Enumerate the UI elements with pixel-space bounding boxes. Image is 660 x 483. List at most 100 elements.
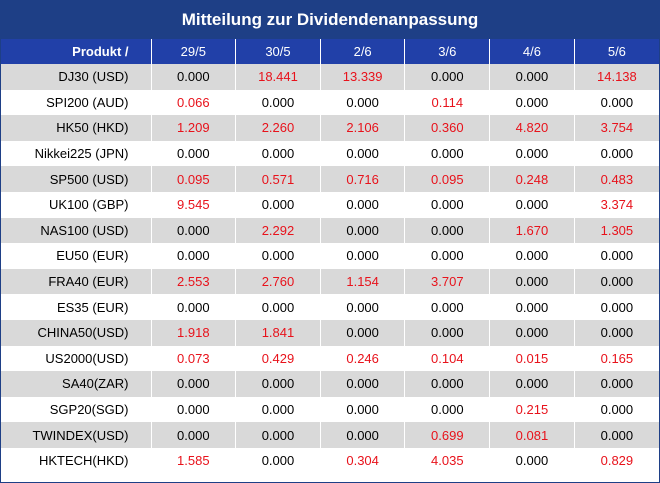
product-cell: DJ30 (USD) xyxy=(1,64,152,90)
value-cell: 2.260 xyxy=(235,115,321,141)
value-cell: 0.000 xyxy=(320,243,406,269)
table-row: SGP20(SGD) 0.000 0.000 0.000 0.000 0.215 0.000 xyxy=(1,396,659,423)
value-cell: 0.000 xyxy=(320,422,406,448)
value-cell: 0.000 xyxy=(574,268,659,295)
table-row: DJ30 (USD) 0.000 18.441 13.339 0.000 0.000 14.… xyxy=(1,64,659,90)
value-cell: 2.292 xyxy=(235,217,321,244)
value-cell: 0.000 xyxy=(404,217,491,244)
value-cell: 0.000 xyxy=(320,319,406,346)
value-cell: 1.154 xyxy=(320,268,406,295)
value-cell: 2.553 xyxy=(151,268,237,295)
value-cell: 0.215 xyxy=(489,396,575,423)
table-row: Nikkei225 (JPN) 0.000 0.000 0.000 0.000 0.000… xyxy=(1,140,659,167)
value-cell: 0.000 xyxy=(574,422,659,448)
value-cell: 0.000 xyxy=(489,140,575,167)
value-cell: 0.104 xyxy=(404,345,491,372)
value-cell: 0.066 xyxy=(151,89,237,116)
header-row: Produkt / 29/5 30/5 2/6 3/6 4/6 5/6 xyxy=(1,39,659,64)
value-cell: 3.374 xyxy=(574,191,659,218)
product-cell: ES35 (EUR) xyxy=(1,294,152,320)
value-cell: 0.000 xyxy=(489,268,575,295)
value-cell: 0.000 xyxy=(235,422,321,448)
product-cell: US2000(USD) xyxy=(1,345,152,372)
column-header-date: 4/6 xyxy=(489,39,575,64)
value-cell: 0.483 xyxy=(574,166,659,192)
value-cell: 0.360 xyxy=(404,115,491,141)
table-row: US2000(USD) 0.073 0.429 0.246 0.104 0.015 0.16… xyxy=(1,345,659,372)
value-cell: 0.000 xyxy=(574,371,659,397)
column-header-date: 3/6 xyxy=(404,39,491,64)
value-cell: 0.000 xyxy=(574,243,659,269)
value-cell: 0.000 xyxy=(235,396,321,423)
value-cell: 4.820 xyxy=(489,115,575,141)
value-cell: 0.000 xyxy=(489,191,575,218)
value-cell: 0.000 xyxy=(235,140,321,167)
value-cell: 0.095 xyxy=(151,166,237,192)
product-cell: SPI200 (AUD) xyxy=(1,89,152,116)
product-cell: SP500 (USD) xyxy=(1,166,152,192)
value-cell: 1.918 xyxy=(151,319,237,346)
table-row: ES35 (EUR) 0.000 0.000 0.000 0.000 0.000 0.000 xyxy=(1,294,659,320)
value-cell: 0.000 xyxy=(151,217,237,244)
value-cell: 0.015 xyxy=(489,345,575,372)
value-cell: 0.000 xyxy=(574,140,659,167)
value-cell: 0.000 xyxy=(574,294,659,320)
product-cell: NAS100 (USD) xyxy=(1,217,152,244)
value-cell: 0.000 xyxy=(235,89,321,116)
table-row: EU50 (EUR) 0.000 0.000 0.000 0.000 0.000 0.000 xyxy=(1,243,659,269)
table-row: TWINDEX(USD) 0.000 0.000 0.000 0.699 0.081 0.0… xyxy=(1,422,659,448)
value-cell: 13.339 xyxy=(320,64,406,90)
value-cell: 0.073 xyxy=(151,345,237,372)
value-cell: 0.000 xyxy=(489,319,575,346)
value-cell: 0.000 xyxy=(489,64,575,90)
value-cell: 0.000 xyxy=(404,191,491,218)
value-cell: 0.000 xyxy=(235,447,321,474)
page-title: Mitteilung zur Dividendenanpassung xyxy=(1,1,659,39)
table-row: NAS100 (USD) 0.000 2.292 0.000 0.000 1.670 1.3… xyxy=(1,217,659,244)
value-cell: 0.716 xyxy=(320,166,406,192)
value-cell: 0.000 xyxy=(404,396,491,423)
column-header-date: 5/6 xyxy=(574,39,659,64)
value-cell: 0.000 xyxy=(151,64,237,90)
table-header: Produkt / 29/5 30/5 2/6 3/6 4/6 5/6 xyxy=(1,39,659,64)
product-cell: SGP20(SGD) xyxy=(1,396,152,423)
value-cell: 0.000 xyxy=(574,89,659,116)
value-cell: 0.829 xyxy=(574,447,659,474)
column-header-date: 2/6 xyxy=(320,39,406,64)
value-cell: 3.707 xyxy=(404,268,491,295)
value-cell: 0.000 xyxy=(235,371,321,397)
value-cell: 0.699 xyxy=(404,422,491,448)
value-cell: 0.000 xyxy=(235,243,321,269)
table-row: CHINA50(USD) 1.918 1.841 0.000 0.000 0.000 0.0… xyxy=(1,319,659,346)
product-cell: CHINA50(USD) xyxy=(1,319,152,346)
product-cell: HKTECH(HKD) xyxy=(1,447,152,474)
value-cell: 0.000 xyxy=(320,140,406,167)
value-cell: 0.000 xyxy=(235,294,321,320)
value-cell: 0.000 xyxy=(404,371,491,397)
value-cell: 0.000 xyxy=(489,371,575,397)
value-cell: 0.000 xyxy=(489,89,575,116)
value-cell: 0.571 xyxy=(235,166,321,192)
value-cell: 0.095 xyxy=(404,166,491,192)
value-cell: 0.000 xyxy=(235,191,321,218)
value-cell: 0.304 xyxy=(320,447,406,474)
value-cell: 0.000 xyxy=(151,422,237,448)
value-cell: 0.429 xyxy=(235,345,321,372)
value-cell: 0.114 xyxy=(404,89,491,116)
column-header-date: 30/5 xyxy=(235,39,321,64)
dividend-table: Produkt / 29/5 30/5 2/6 3/6 4/6 5/6 DJ30 (USD… xyxy=(1,39,659,474)
value-cell: 3.754 xyxy=(574,115,659,141)
value-cell: 1.585 xyxy=(151,447,237,474)
value-cell: 1.305 xyxy=(574,217,659,244)
product-cell: TWINDEX(USD) xyxy=(1,422,152,448)
table-row: FRA40 (EUR) 2.553 2.760 1.154 3.707 0.000 0.00… xyxy=(1,268,659,295)
value-cell: 0.000 xyxy=(151,294,237,320)
value-cell: 0.000 xyxy=(404,140,491,167)
value-cell: 0.081 xyxy=(489,422,575,448)
value-cell: 1.209 xyxy=(151,115,237,141)
value-cell: 2.106 xyxy=(320,115,406,141)
product-cell: FRA40 (EUR) xyxy=(1,268,152,295)
table-row: HK50 (HKD) 1.209 2.260 2.106 0.360 4.820 3.754 xyxy=(1,115,659,141)
value-cell: 0.000 xyxy=(320,396,406,423)
